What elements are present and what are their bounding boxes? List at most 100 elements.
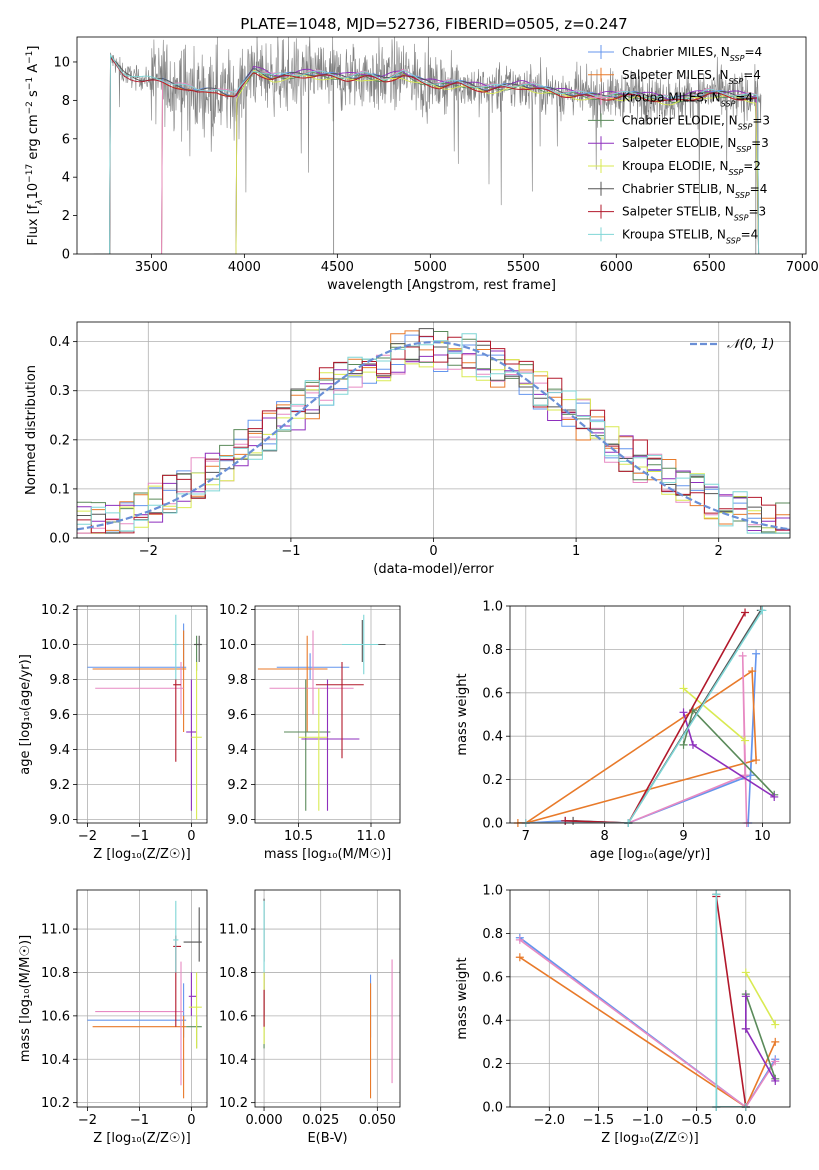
y-tick-label: 9.8 xyxy=(49,673,70,688)
series-marker xyxy=(738,651,747,660)
legend-label-name: Chabrier STELIB, N xyxy=(622,182,735,196)
y-tick-label: 0.0 xyxy=(49,532,70,547)
y-tick-label: 10.0 xyxy=(219,638,248,653)
legend-label-n: =4 xyxy=(741,227,759,241)
y-tick-label: 10.2 xyxy=(41,1096,70,1111)
x-tick-label: −1 xyxy=(130,1113,149,1128)
series-marker xyxy=(515,953,524,962)
x-axis-label: Z [log₁₀(Z/Z☉)] xyxy=(93,1131,190,1146)
x-tick-label: 7000 xyxy=(786,260,819,275)
series-line xyxy=(519,939,776,1107)
x-tick-label: 0 xyxy=(429,544,437,559)
series-marker xyxy=(771,1076,780,1085)
x-tick-label: 3500 xyxy=(135,260,168,275)
x-tick-label: 0 xyxy=(187,829,195,844)
series-line xyxy=(525,655,748,823)
age_vs_mass-axes: 10.5 11.0 9.0 9.2 9.4 9.6 9.8 10.0 10.2 mass [log… xyxy=(219,603,400,862)
y-axis-label-part: −1 xyxy=(25,77,35,90)
series-line xyxy=(745,972,776,1025)
x-axis-label: Z [log₁₀(Z/Z☉)] xyxy=(93,847,190,862)
x-axis-label: age [log₁₀(age/yr)] xyxy=(590,847,711,862)
legend-label-n: =3 xyxy=(751,136,769,150)
histogram-step xyxy=(77,333,790,534)
series-line xyxy=(565,612,746,823)
y-tick-label: 0.4 xyxy=(482,1014,503,1029)
y-tick-label: 9.0 xyxy=(227,813,248,828)
y-tick-label: 0.6 xyxy=(482,970,503,985)
y-tick-label: 1.0 xyxy=(482,884,503,899)
legend-label: Chabrier ELODIE, NSSP=3 xyxy=(622,113,770,130)
legend-label: Salpeter STELIB, NSSP=3 xyxy=(622,205,766,223)
x-tick-label: −1.0 xyxy=(632,1113,664,1128)
legend-label-name: Kroupa MILES, N xyxy=(622,91,721,105)
mass_vs_Z-axes: −2 −1 0 10.2 10.4 10.6 10.8 11.0 Z [log₁₀(Z/Z☉)]… xyxy=(18,890,207,1146)
legend-label-sub: SSP xyxy=(730,54,745,63)
x-axis-label: wavelength [Angstrom, rest frame] xyxy=(327,278,556,293)
y-axis-label-part: −17 xyxy=(25,164,35,183)
legend-label-n: =2 xyxy=(743,159,761,173)
figure-title: PLATE=1048, MJD=52736, FIBERID=0505, z=0… xyxy=(240,15,627,33)
y-axis-label-part: ] xyxy=(26,46,41,51)
legend-label-n: =3 xyxy=(752,113,770,127)
y-tick-label: 10.6 xyxy=(219,1009,248,1024)
series-marker xyxy=(771,1020,780,1029)
series-marker xyxy=(741,992,750,1001)
legend-label-name: Kroupa ELODIE, N xyxy=(622,159,729,173)
y-tick-label: 10.2 xyxy=(219,1096,248,1111)
series-marker xyxy=(741,608,750,617)
y-tick-label: 0.3 xyxy=(49,384,70,399)
legend-label-sub: SSP xyxy=(729,168,744,177)
residuals-frame xyxy=(76,321,791,539)
x-tick-label: −2.0 xyxy=(534,1113,566,1128)
series-line xyxy=(573,609,762,823)
model-spectrum-line xyxy=(109,53,760,254)
series-line xyxy=(525,653,757,823)
x-axis-label: mass [log₁₀(M/M☉)] xyxy=(264,847,391,862)
y-tick-label: 0.8 xyxy=(482,927,503,942)
y-tick-label: 1.0 xyxy=(482,600,503,615)
series-line xyxy=(715,896,747,1107)
series-marker xyxy=(770,792,779,801)
weight_vs_Z-frame xyxy=(509,889,791,1108)
x-tick-label: 5500 xyxy=(507,260,540,275)
mass_vs_ebv-frame xyxy=(254,889,401,1108)
x-axis-label: (data-model)/error xyxy=(373,562,494,577)
y-tick-label: 4 xyxy=(62,171,70,186)
legend-label-n: =3 xyxy=(748,205,766,219)
y-tick-label: 0.8 xyxy=(482,643,503,658)
y-axis-label: mass weight xyxy=(455,957,470,1039)
x-tick-label: 10.5 xyxy=(284,829,313,844)
x-tick-label: 0.025 xyxy=(302,1113,339,1128)
y-tick-label: 0.2 xyxy=(49,433,70,448)
y-tick-label: 9.6 xyxy=(49,708,70,723)
x-tick-label: 11.0 xyxy=(357,829,386,844)
x-tick-label: 0.0 xyxy=(735,1113,756,1128)
y-axis-label-part: 10 xyxy=(26,183,41,200)
y-tick-label: 0.1 xyxy=(49,482,70,497)
series-line xyxy=(517,669,757,823)
series-marker xyxy=(515,935,524,944)
legend-label: Salpeter ELODIE, NSSP=3 xyxy=(622,136,769,154)
series-marker xyxy=(741,736,750,745)
y-tick-label: 0.4 xyxy=(49,335,70,350)
weight_vs_age-frame xyxy=(509,605,791,824)
y-tick-label: 9.4 xyxy=(49,743,70,758)
x-tick-label: −2 xyxy=(139,544,158,559)
y-axis-label-part: −1 xyxy=(25,51,35,64)
y-tick-label: 0.0 xyxy=(482,1101,503,1116)
legend-label: Kroupa MILES, NSSP=4 xyxy=(622,91,753,109)
model-spectrum-line xyxy=(235,69,760,254)
histogram-step xyxy=(77,335,790,534)
series-marker xyxy=(741,968,750,977)
normal-pdf-curve xyxy=(77,341,790,531)
y-tick-label: 9.2 xyxy=(227,778,248,793)
y-tick-label: 9.6 xyxy=(227,708,248,723)
legend-label-name: Chabrier MILES, N xyxy=(622,45,730,59)
series-marker xyxy=(758,606,767,615)
x-tick-label: 4500 xyxy=(321,260,354,275)
x-tick-label: −1.5 xyxy=(583,1113,615,1128)
age_vs_Z-axes: −2 −1 0 9.0 9.2 9.4 9.6 9.8 10.0 10.2 Z [log₁₀(Z/Z… xyxy=(18,603,207,862)
x-axis-label: E(B-V) xyxy=(307,1131,347,1146)
legend-label-name: Chabrier ELODIE, N xyxy=(622,113,738,127)
